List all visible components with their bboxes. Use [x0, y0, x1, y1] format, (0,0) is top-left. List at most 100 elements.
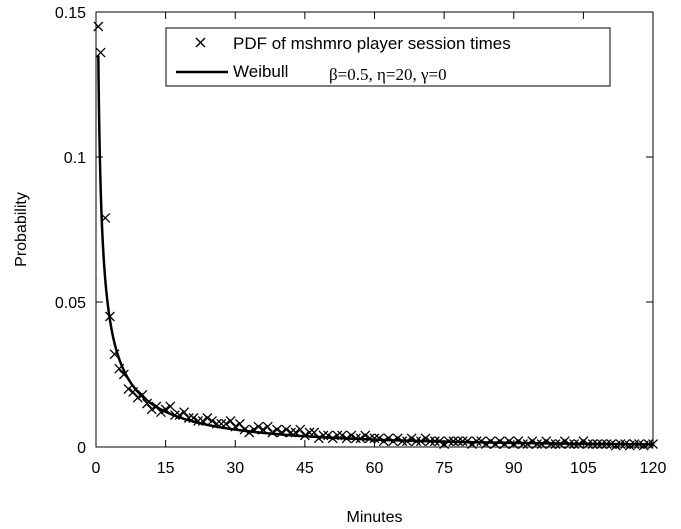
- data-point: [513, 436, 524, 447]
- data-point: [202, 413, 213, 423]
- data-point: [123, 384, 134, 394]
- data-point: [462, 436, 473, 447]
- data-point: [267, 427, 278, 438]
- data-point: [318, 430, 329, 441]
- data-point: [151, 401, 162, 412]
- x-tick-label: 120: [640, 460, 667, 477]
- data-point: [383, 433, 394, 444]
- data-point: [504, 436, 515, 447]
- legend: PDF of mshmro player session times Weibu…: [165, 27, 611, 87]
- data-point: [248, 424, 259, 435]
- data-point: [374, 433, 385, 444]
- data-point: [490, 439, 501, 450]
- data-point: [480, 439, 491, 450]
- data-point: [169, 410, 180, 421]
- data-point: [499, 439, 510, 450]
- data-point: [197, 415, 208, 426]
- data-point: [253, 421, 264, 432]
- legend-marker-x: [195, 37, 206, 48]
- data-point: [109, 349, 120, 360]
- data-point: [443, 436, 454, 447]
- data-point: [583, 439, 593, 450]
- data-point: [337, 430, 347, 441]
- x-tick-label: 60: [366, 460, 384, 477]
- data-point: [225, 415, 236, 426]
- pdf-series: [93, 21, 658, 451]
- data-point: [550, 439, 561, 450]
- data-point: [156, 407, 166, 418]
- data-point: [207, 415, 218, 426]
- data-point: [100, 212, 111, 223]
- data-point: [285, 427, 296, 438]
- data-point: [346, 430, 357, 441]
- data-point: [128, 386, 139, 397]
- data-point: [485, 436, 496, 447]
- data-point: [522, 439, 533, 450]
- legend-weibull-params: β=0.5, η=20, γ=0: [329, 65, 447, 84]
- data-point: [304, 427, 315, 438]
- data-point: [272, 424, 282, 435]
- data-point: [508, 439, 519, 450]
- weibull-series: [97, 55, 654, 446]
- data-point: [174, 410, 185, 421]
- data-point: [429, 436, 440, 447]
- data-point: [596, 439, 607, 450]
- data-point: [295, 424, 306, 435]
- data-point: [402, 436, 412, 447]
- data-point: [188, 413, 199, 423]
- data-point: [360, 430, 371, 441]
- y-tick-label: 0.15: [55, 5, 86, 22]
- data-point: [643, 439, 654, 450]
- data-point: [388, 436, 399, 447]
- data-point: [457, 436, 468, 447]
- y-tick-label: 0.05: [55, 295, 86, 312]
- data-point: [615, 439, 626, 450]
- data-point: [323, 430, 334, 441]
- data-point: [559, 436, 570, 447]
- data-point: [629, 439, 640, 450]
- data-point: [587, 439, 598, 450]
- data-point: [165, 401, 176, 412]
- y-tick-label: 0.1: [64, 150, 86, 167]
- data-point: [592, 439, 603, 450]
- legend-label-pdf: PDF of mshmro player session times: [233, 34, 511, 53]
- data-point: [448, 436, 459, 447]
- data-point: [564, 439, 575, 450]
- data-point: [573, 439, 584, 450]
- weibull-line: [97, 55, 654, 446]
- data-point: [355, 433, 366, 444]
- data-point: [569, 439, 580, 450]
- y-tick-label: 0: [77, 440, 86, 457]
- data-point: [142, 398, 153, 409]
- data-point: [601, 439, 612, 450]
- data-point: [244, 427, 255, 438]
- data-point: [411, 436, 422, 447]
- data-point: [648, 439, 658, 450]
- data-point: [406, 433, 417, 444]
- data-point: [341, 433, 352, 444]
- data-point: [420, 433, 431, 444]
- data-point: [527, 436, 538, 447]
- data-point: [230, 421, 241, 432]
- data-point: [93, 21, 104, 32]
- data-point: [378, 436, 389, 447]
- data-point: [350, 433, 361, 444]
- data-point: [369, 433, 380, 444]
- data-point: [290, 427, 301, 438]
- data-point: [397, 436, 408, 447]
- data-point: [531, 439, 542, 450]
- data-point: [313, 433, 324, 444]
- legend-label-weibull: Weibull: [233, 62, 288, 81]
- y-tick-labels: 0 0.05 0.1 0.15: [55, 5, 86, 457]
- x-axis-label: Minutes: [346, 509, 402, 526]
- data-point: [476, 436, 487, 447]
- data-point: [281, 424, 292, 435]
- x-tick-labels: 0 15 30 45 60 75 90 105 120: [92, 460, 667, 477]
- data-point: [234, 418, 245, 429]
- legend-box: [165, 27, 611, 87]
- data-point: [183, 413, 194, 423]
- data-point: [494, 436, 505, 447]
- data-point: [118, 369, 129, 380]
- data-point: [179, 407, 190, 418]
